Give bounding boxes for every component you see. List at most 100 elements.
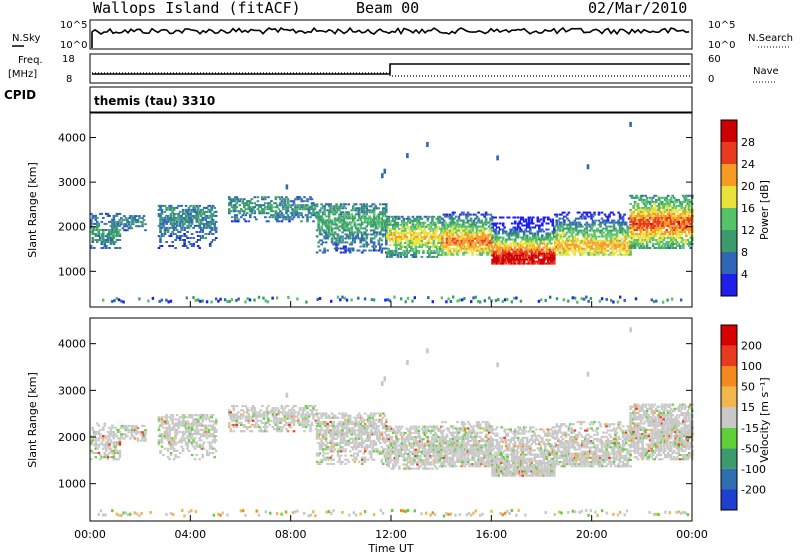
ground-scatter-cell xyxy=(619,295,622,299)
data-cell xyxy=(605,239,608,242)
data-cell xyxy=(190,426,194,429)
data-cell xyxy=(459,219,462,222)
data-cell xyxy=(550,254,553,257)
data-cell xyxy=(201,418,204,421)
data-cell xyxy=(560,241,563,244)
data-cell xyxy=(423,227,427,230)
data-cell xyxy=(345,235,349,238)
data-cell xyxy=(460,247,464,250)
data-cell xyxy=(428,237,431,240)
data-cell xyxy=(228,198,231,201)
data-cell xyxy=(376,221,379,224)
data-cell xyxy=(363,211,367,214)
data-cell xyxy=(244,208,248,211)
data-cell xyxy=(680,233,684,235)
data-cell xyxy=(636,202,640,205)
data-cell xyxy=(582,247,586,250)
data-cell xyxy=(572,227,575,230)
data-cell xyxy=(438,237,442,240)
data-cell xyxy=(566,243,569,246)
data-cell xyxy=(603,239,607,242)
data-cell xyxy=(362,203,365,206)
data-cell xyxy=(624,253,628,256)
data-cell xyxy=(465,215,468,218)
data-cell xyxy=(118,439,122,442)
data-cell xyxy=(387,233,391,236)
data-cell xyxy=(348,243,352,246)
data-cell xyxy=(165,241,168,243)
data-cell xyxy=(105,435,108,438)
data-cell xyxy=(169,418,173,421)
data-cell xyxy=(323,207,326,210)
data-cell xyxy=(621,217,625,220)
data-cell xyxy=(198,226,201,229)
data-cell xyxy=(393,229,397,232)
data-cell xyxy=(357,229,361,232)
data-cell xyxy=(186,210,189,213)
data-cell xyxy=(669,214,673,217)
data-cell xyxy=(561,241,565,244)
data-cell xyxy=(258,204,261,207)
data-cell xyxy=(645,218,649,221)
data-cell xyxy=(525,262,529,265)
data-cell xyxy=(535,248,538,251)
data-cell xyxy=(387,227,391,230)
data-cell xyxy=(169,233,173,235)
data-cell xyxy=(208,451,212,454)
data-cell xyxy=(538,228,541,231)
data-cell xyxy=(594,249,598,252)
data-cell xyxy=(576,217,580,220)
data-cell xyxy=(642,233,646,235)
data-cell xyxy=(474,227,477,230)
data-cell xyxy=(285,196,288,199)
data-cell xyxy=(369,217,373,220)
data-cell xyxy=(600,217,604,220)
data-cell xyxy=(144,431,147,434)
data-cell xyxy=(392,231,395,234)
data-cell xyxy=(130,433,134,436)
data-cell xyxy=(573,243,577,246)
data-cell xyxy=(109,224,113,227)
data-cell xyxy=(295,198,299,201)
data-cell xyxy=(106,439,110,442)
data-cell xyxy=(181,449,185,452)
data-cell xyxy=(587,245,590,248)
data-cell xyxy=(532,260,535,263)
data-cell xyxy=(584,215,587,218)
data-cell xyxy=(180,220,183,223)
data-cell xyxy=(365,235,368,238)
data-cell xyxy=(474,217,477,220)
data-cell xyxy=(264,196,267,199)
data-cell xyxy=(385,207,388,210)
data-cell xyxy=(426,219,430,222)
data-cell xyxy=(685,241,688,243)
data-cell xyxy=(201,237,204,239)
data-cell xyxy=(317,225,320,228)
data-cell xyxy=(492,228,496,231)
data-cell xyxy=(172,220,176,223)
data-cell xyxy=(379,221,382,224)
data-cell xyxy=(656,212,659,215)
data-cell xyxy=(490,217,494,220)
data-cell xyxy=(196,214,200,217)
data-cell xyxy=(348,215,352,218)
data-cell xyxy=(633,245,637,247)
data-cell xyxy=(91,428,95,431)
data-cell xyxy=(165,214,168,217)
data-cell xyxy=(501,238,505,241)
data-cell xyxy=(193,208,197,211)
data-cell xyxy=(264,198,267,201)
data-cell xyxy=(419,245,422,248)
data-cell xyxy=(671,237,674,239)
data-cell xyxy=(579,225,583,228)
data-cell xyxy=(638,208,641,211)
data-cell xyxy=(329,211,332,214)
data-cell xyxy=(671,233,674,235)
data-cell xyxy=(205,437,209,440)
data-cell xyxy=(548,254,552,257)
data-cell xyxy=(686,200,690,203)
data-cell xyxy=(187,208,191,211)
data-cell xyxy=(641,222,644,225)
data-cell xyxy=(527,230,531,233)
data-cell xyxy=(410,227,413,230)
